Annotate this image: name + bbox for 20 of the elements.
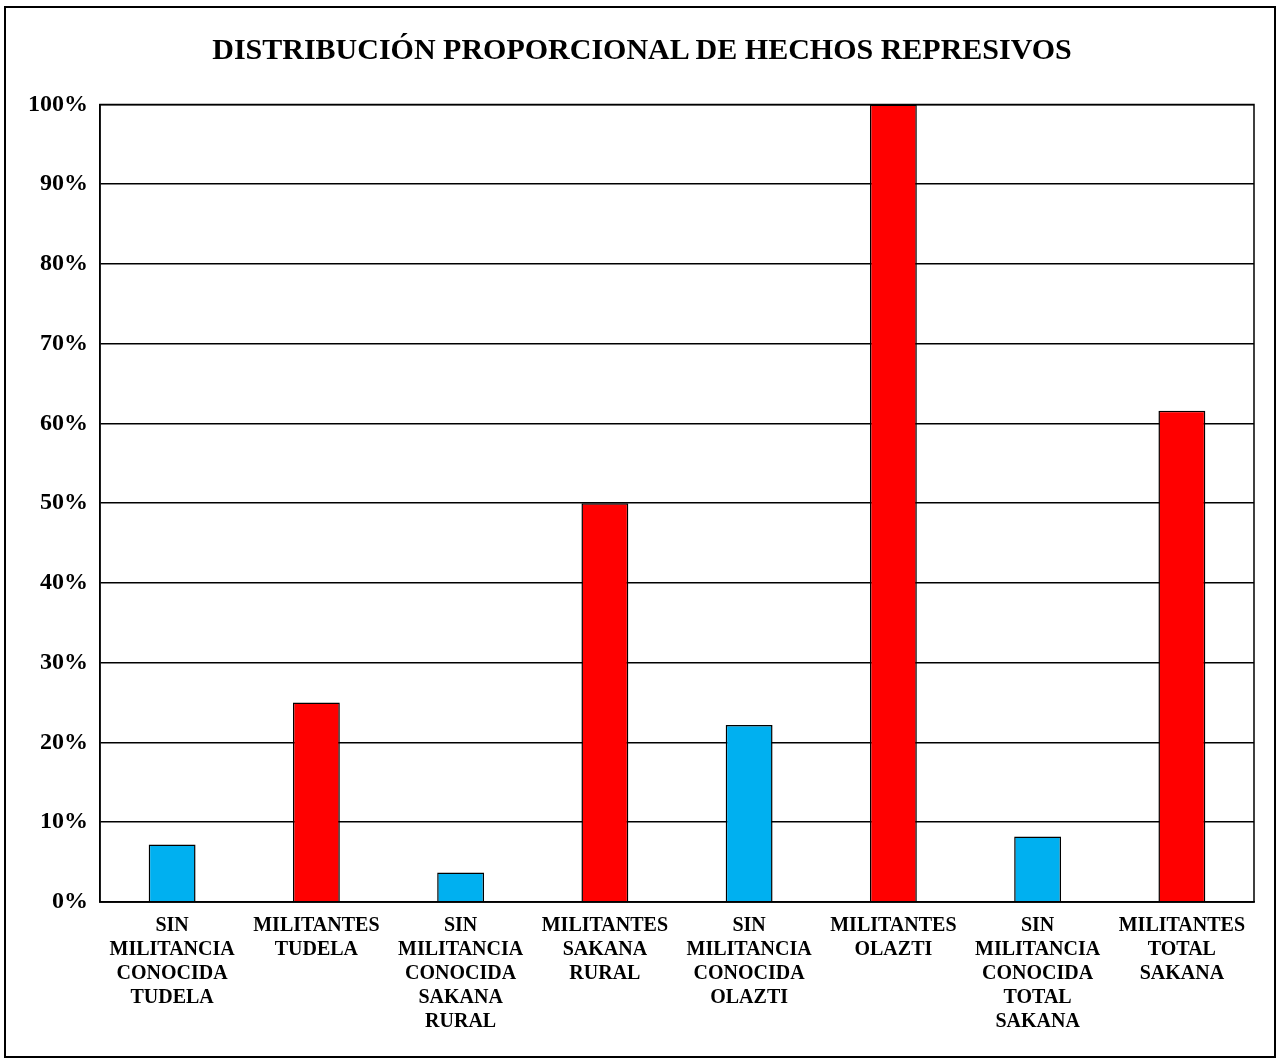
x-tick-label: MILITANTES OLAZTI xyxy=(830,913,957,960)
x-tick-label: MILITANTES TOTAL SAKANA xyxy=(1118,913,1246,984)
y-tick-label: 50% xyxy=(40,488,88,515)
y-tick-label: 30% xyxy=(40,647,88,674)
y-tick-label: 70% xyxy=(40,328,88,355)
y-tick-label: 10% xyxy=(40,807,88,834)
chart-title: DISTRIBUCIÓN PROPORCIONAL DE HECHOS REPRESIVOS xyxy=(211,32,1073,66)
y-tick-label: 100% xyxy=(28,89,88,116)
x-tick-label: SIN MILITANCIA CONOCIDA OLAZTI xyxy=(686,913,813,1008)
x-tick-label: MILITANTES TUDELA xyxy=(253,913,380,960)
x-tick-label: SIN MILITANCIA CONOCIDA TOTAL SAKANA xyxy=(975,913,1101,1032)
x-tick-label: SIN MILITANCIA CONOCIDA TUDELA xyxy=(109,913,236,1008)
x-tick-label: MILITANTES SAKANA RURAL xyxy=(541,913,669,984)
y-tick-label: 60% xyxy=(40,408,88,435)
y-tick-label: 20% xyxy=(40,727,88,754)
y-tick-label: 40% xyxy=(40,568,88,595)
y-tick-label: 80% xyxy=(40,249,88,276)
y-tick-label: 90% xyxy=(40,169,88,196)
x-tick-label: SIN MILITANCIA CONOCIDA SAKANA RURAL xyxy=(398,913,524,1032)
y-tick-label: 0% xyxy=(52,887,88,914)
